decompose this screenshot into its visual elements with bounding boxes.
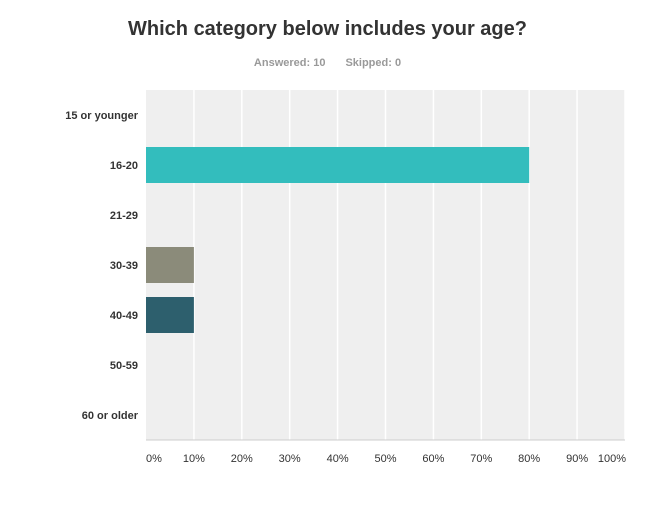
category-label: 40-49: [110, 310, 138, 322]
x-tick-label: 100%: [598, 453, 626, 465]
bar: [146, 147, 530, 183]
response-stats: Answered: 10 Skipped: 0: [0, 57, 655, 69]
answered-count: Answered: 10: [253, 57, 326, 69]
x-tick-label: 90%: [566, 453, 588, 465]
category-label: 21-29: [110, 210, 138, 222]
skipped-count: Skipped: 0: [345, 57, 402, 69]
bar: [146, 247, 194, 283]
x-tick-label: 40%: [327, 453, 349, 465]
x-tick-label: 80%: [518, 453, 540, 465]
x-tick-label: 0%: [146, 453, 162, 465]
chart-title: Which category below includes your age?: [128, 18, 527, 40]
x-tick-label: 60%: [422, 453, 444, 465]
category-label: 60 or older: [82, 410, 139, 422]
category-label: 16-20: [110, 160, 138, 172]
x-tick-label: 70%: [470, 453, 492, 465]
x-tick-label: 10%: [183, 453, 205, 465]
category-label: 30-39: [110, 260, 138, 272]
category-label: 50-59: [110, 360, 138, 372]
x-tick-label: 50%: [374, 453, 396, 465]
x-tick-label: 30%: [279, 453, 301, 465]
bar: [146, 297, 194, 333]
x-tick-label: 20%: [231, 453, 253, 465]
category-label: 15 or younger: [65, 110, 138, 122]
